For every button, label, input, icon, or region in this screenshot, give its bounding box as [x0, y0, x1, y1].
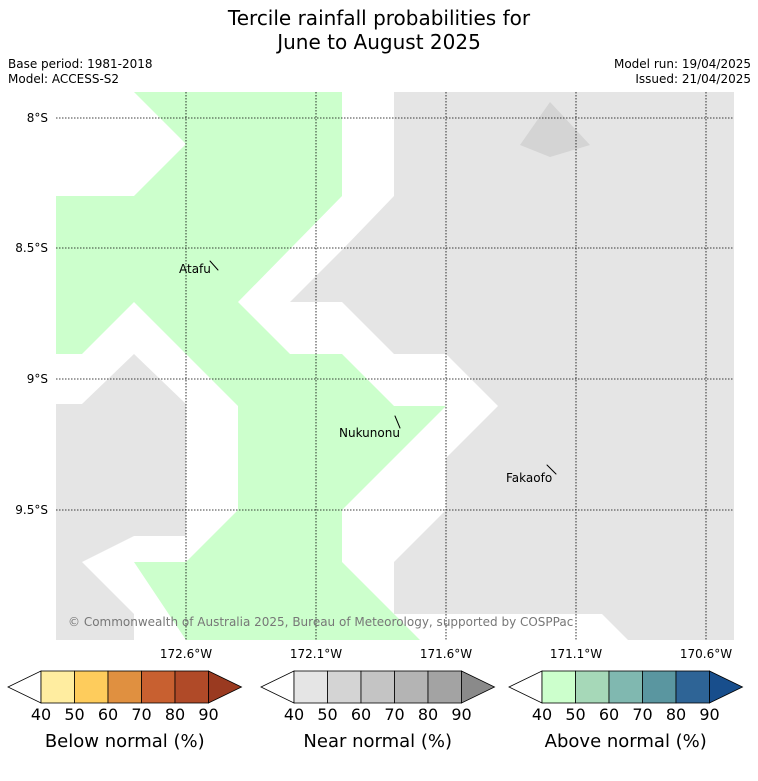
- meta-right: Model run: 19/04/2025 Issued: 21/04/2025: [614, 57, 751, 87]
- colorbar-tick-label: 60: [98, 705, 118, 724]
- island-land: [520, 102, 590, 157]
- colorbar-segment: [360, 670, 395, 704]
- colorbar-tick-label: 60: [599, 705, 619, 724]
- lon-label: 172.6°W: [160, 647, 212, 661]
- colorbar-segment: [174, 670, 209, 704]
- colorbar-tick-label: 40: [532, 705, 552, 724]
- gridlines: [56, 92, 734, 640]
- base-period: Base period: 1981-2018: [8, 57, 153, 71]
- colorbar-tick-label: 50: [64, 705, 84, 724]
- map-title-line1: Tercile rainfall probabilities for: [227, 6, 531, 30]
- colorbar-tick-label: 40: [31, 705, 51, 724]
- fakaofo-atoll: [546, 464, 557, 475]
- place-atafu: Atafu: [179, 262, 211, 276]
- meta-left: Base period: 1981-2018 Model: ACCESS-S2: [8, 57, 153, 87]
- colorbar-segment: [40, 670, 75, 704]
- places: Atafu Nukunonu Fakaofo: [179, 260, 557, 485]
- issued-date: Issued: 21/04/2025: [635, 72, 751, 86]
- colorbar-tick-label: 70: [632, 705, 652, 724]
- lon-label: 171.1°W: [550, 647, 602, 661]
- colorbar-tick-label: 80: [666, 705, 686, 724]
- colorbar-extend-high: [709, 670, 744, 704]
- colorbar-segment: [394, 670, 429, 704]
- atafu-atoll: [209, 260, 219, 271]
- legend-above: 40 50 60 70 80 90 Above normal (%): [508, 670, 744, 752]
- lat-label: 8°S: [27, 111, 48, 125]
- colorbar-tick-label: 60: [351, 705, 371, 724]
- colorbar-segment: [141, 670, 176, 704]
- lon-label: 172.1°W: [290, 647, 342, 661]
- colorbar-extend-high: [461, 670, 496, 704]
- lon-label: 170.6°W: [680, 647, 732, 661]
- near-normal-region-east: [290, 92, 734, 640]
- colorbar-extend-high: [208, 670, 243, 704]
- colorbar-tick-label: 50: [565, 705, 585, 724]
- colorbar-extend-low: [260, 670, 295, 704]
- place-fakaofo: Fakaofo: [506, 471, 552, 485]
- colorbar-segment: [675, 670, 710, 704]
- above-normal-region-main: [56, 92, 446, 640]
- place-nukunonu: Nukunonu: [339, 426, 400, 440]
- colorbar-tick-label: 80: [165, 705, 185, 724]
- copyright-notice: © Commonwealth of Australia 2025, Bureau…: [68, 615, 573, 629]
- colorbar-tick-label: 70: [131, 705, 151, 724]
- colorbar-segment: [107, 670, 142, 704]
- lat-label: 9.5°S: [15, 503, 48, 517]
- map-title-line2: June to August 2025: [277, 30, 481, 54]
- legend-below: 40 50 60 70 80 90 Below normal (%): [7, 670, 243, 752]
- colorbar-tick-label: 80: [418, 705, 438, 724]
- nukunonu-atoll: [394, 415, 401, 429]
- lon-labels: 172.6°W 172.1°W 171.6°W 171.1°W 170.6°W: [160, 647, 732, 661]
- colorbar-tick-label: 90: [198, 705, 218, 724]
- colorbar-segment: [293, 670, 328, 704]
- near-normal-region-sw: [56, 354, 186, 640]
- colorbar-segment: [575, 670, 610, 704]
- colorbar-tick-label: 40: [284, 705, 304, 724]
- colorbar-segment: [541, 670, 576, 704]
- legend-near: 40 50 60 70 80 90 Near normal (%): [260, 670, 496, 752]
- lat-label: 9°S: [27, 372, 48, 386]
- model-run: Model run: 19/04/2025: [613, 57, 751, 71]
- legend-label-near: Near normal (%): [303, 731, 452, 752]
- map-panel: 8°S 8.5°S 9°S 9.5°S 172.6°W 172.1°W 171.…: [15, 92, 734, 661]
- colorbar-tick-label: 90: [699, 705, 719, 724]
- lat-label: 8.5°S: [15, 241, 48, 255]
- colorbar-extend-low: [508, 670, 543, 704]
- colorbar-tick-label: 90: [451, 705, 471, 724]
- lon-label: 171.6°W: [420, 647, 472, 661]
- colorbar-tick-label: 50: [317, 705, 337, 724]
- colorbar-tick-label: 70: [384, 705, 404, 724]
- lat-labels: 8°S 8.5°S 9°S 9.5°S: [15, 111, 48, 517]
- colorbar-segment: [327, 670, 362, 704]
- colorbar-segment: [608, 670, 643, 704]
- legend-label-below: Below normal (%): [45, 731, 205, 752]
- colorbar-extend-low: [7, 670, 42, 704]
- colorbar-segment: [427, 670, 462, 704]
- model-name: Model: ACCESS-S2: [8, 72, 120, 86]
- legends: 40 50 60 70 80 90 Below normal (%) 40 50 60 70 80 90…: [7, 670, 744, 752]
- colorbar-segment: [74, 670, 109, 704]
- colorbar-segment: [642, 670, 677, 704]
- legend-label-above: Above normal (%): [545, 731, 707, 752]
